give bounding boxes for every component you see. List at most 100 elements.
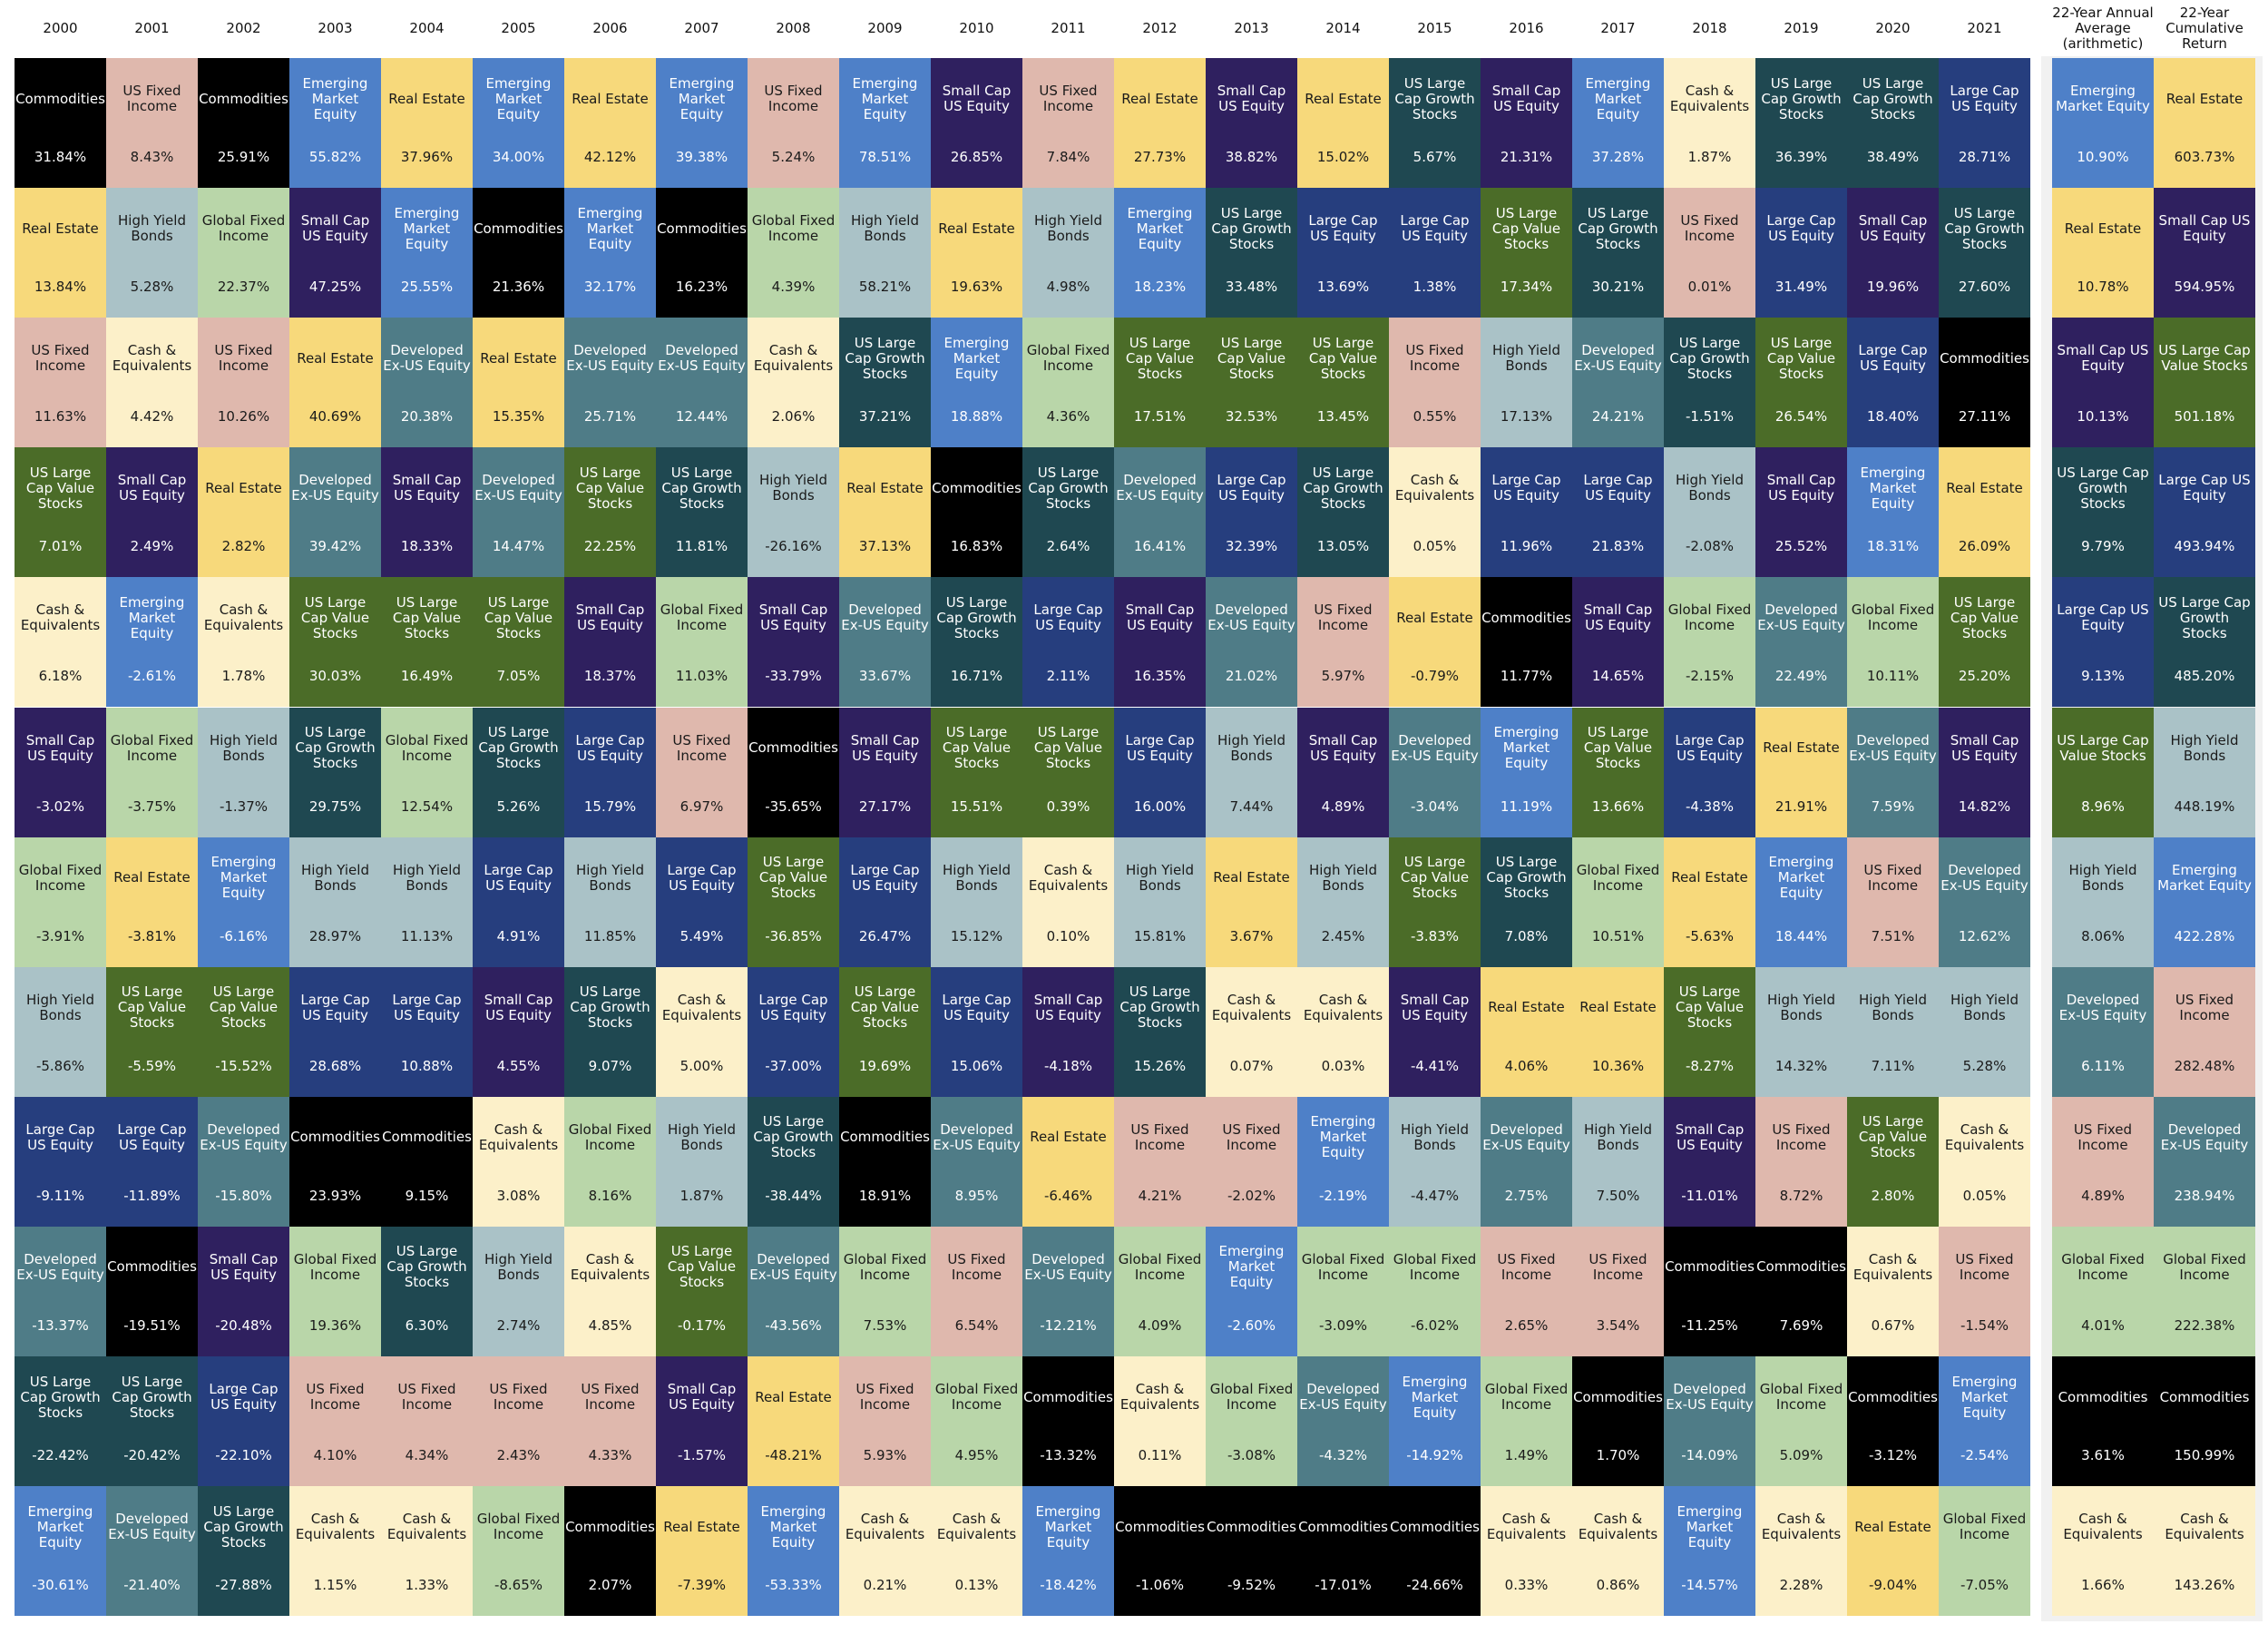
asset-class: Cash & Equivalents — [386, 1511, 467, 1543]
return-value: 0.07% — [1229, 1057, 1274, 1074]
asset-class: Emerging Market Equity — [1677, 1502, 1743, 1551]
column-header: 22-Year Annual Average (arithmetic) — [2052, 4, 2154, 52]
return-value: 7.50% — [1596, 1187, 1640, 1204]
return-cell: US Large Cap Value Stocks 22.25% — [564, 447, 656, 578]
return-value: -2.54% — [1960, 1447, 2009, 1463]
return-cell: US Fixed Income 5.24% — [748, 58, 839, 189]
asset-class: Global Fixed Income — [1118, 1250, 1202, 1283]
asset-class: Commodities — [932, 479, 1022, 496]
asset-class: US Large Cap Value Stocks — [1308, 334, 1378, 382]
return-value: 18.33% — [400, 538, 454, 555]
return-value: 4.10% — [313, 1447, 357, 1463]
return-cell: US Large Cap Growth Stocks 7.08% — [1481, 837, 1572, 967]
asset-class: High Yield Bonds — [1217, 731, 1286, 764]
asset-class: Small Cap US Equity — [1308, 731, 1378, 764]
asset-class: US Fixed Income — [2073, 1120, 2133, 1153]
return-value: -6.16% — [219, 927, 269, 944]
return-cell: Emerging Market Equity 11.19% — [1481, 707, 1572, 837]
return-cell: Large Cap US Equity 5.49% — [656, 837, 748, 967]
return-value: -8.27% — [1685, 1057, 1735, 1074]
return-value: -2.61% — [127, 668, 177, 685]
asset-class: US Large Cap Value Stocks — [758, 854, 828, 902]
return-cell: Emerging Market Equity 34.00% — [473, 58, 564, 189]
return-value: -3.83% — [1410, 927, 1460, 944]
return-cell: High Yield Bonds -2.08% — [1664, 447, 1755, 578]
asset-class: Emerging Market Equity — [119, 593, 185, 641]
asset-class: Commodities — [1115, 1518, 1205, 1535]
asset-class: US Large Cap Growth Stocks — [1486, 854, 1567, 902]
return-value: 0.01% — [1687, 279, 1732, 296]
asset-class: US Large Cap Value Stocks — [1491, 204, 1561, 252]
return-cell: Developed Ex-US Equity 6.11% — [2052, 966, 2154, 1097]
return-value: 0.11% — [1138, 1447, 1182, 1463]
return-cell: Emerging Market Equity -14.92% — [1389, 1356, 1481, 1487]
asset-class: Emerging Market Equity — [760, 1502, 826, 1551]
return-cell: US Fixed Income 11.63% — [15, 318, 106, 448]
asset-class: US Large Cap Value Stocks — [1950, 593, 2019, 641]
asset-class: Large Cap US Equity — [1766, 212, 1836, 245]
return-value: 4.39% — [771, 279, 816, 296]
return-value: 23.93% — [308, 1187, 362, 1204]
return-cell: Small Cap US Equity 19.96% — [1847, 188, 1939, 318]
return-cell: US Large Cap Growth Stocks 38.49% — [1847, 58, 1939, 189]
asset-class: Small Cap US Equity — [1217, 83, 1286, 114]
return-value: 4.98% — [1046, 279, 1090, 296]
return-cell: Commodities -24.66% — [1389, 1486, 1481, 1617]
asset-class: Global Fixed Income — [201, 212, 286, 245]
asset-class: US Large Cap Value Stocks — [2158, 342, 2251, 375]
return-cell: High Yield Bonds -1.37% — [198, 707, 289, 837]
return-cell: US Fixed Income 2.43% — [473, 1356, 564, 1487]
return-value: 4.42% — [130, 408, 174, 426]
return-value: 7.69% — [1779, 1316, 1823, 1334]
column-header: 2009 — [867, 19, 903, 36]
return-value: 21.91% — [1774, 797, 1828, 815]
asset-class: Large Cap US Equity — [1675, 731, 1745, 764]
asset-class: Developed Ex-US Equity — [2160, 1120, 2249, 1153]
return-value: -43.56% — [765, 1316, 822, 1334]
return-cell: US Large Cap Growth Stocks 16.71% — [931, 577, 1022, 708]
return-cell: Global Fixed Income 22.37% — [198, 188, 289, 318]
return-value: -1.57% — [677, 1447, 727, 1463]
return-cell: Developed Ex-US Equity 25.71% — [564, 318, 656, 448]
return-cell: US Large Cap Value Stocks 501.18% — [2154, 318, 2255, 448]
return-value: 19.36% — [308, 1316, 362, 1334]
return-value: 3.67% — [1229, 927, 1274, 944]
return-cell: US Large Cap Growth Stocks 5.67% — [1389, 58, 1481, 189]
return-cell: High Yield Bonds -4.47% — [1389, 1096, 1481, 1227]
return-value: 14.82% — [1958, 797, 2011, 815]
return-value: -13.32% — [1040, 1447, 1097, 1463]
asset-class: Large Cap US Equity — [2057, 602, 2149, 634]
asset-class: Cash & Equivalents — [1119, 1381, 1200, 1413]
return-value: 25.52% — [1774, 538, 1828, 555]
return-value: 11.77% — [1500, 668, 1553, 685]
return-value: -9.04% — [1868, 1577, 1918, 1594]
return-value: -2.02% — [1227, 1187, 1276, 1204]
return-value: 8.72% — [1779, 1187, 1823, 1204]
return-value: 4.91% — [496, 927, 541, 944]
return-cell: Real Estate 40.69% — [289, 318, 381, 448]
return-cell: Commodities 23.93% — [289, 1096, 381, 1227]
asset-class: Global Fixed Income — [1026, 342, 1110, 375]
return-value: 32.17% — [583, 279, 637, 296]
return-cell: Global Fixed Income -3.91% — [15, 837, 106, 967]
return-value: 2.11% — [1046, 668, 1090, 685]
return-cell: Small Cap US Equity -11.01% — [1664, 1096, 1755, 1227]
return-value: -11.25% — [1681, 1316, 1738, 1334]
return-value: -22.10% — [215, 1447, 272, 1463]
return-value: 2.82% — [221, 538, 266, 555]
return-cell: US Large Cap Growth Stocks -1.51% — [1664, 318, 1755, 448]
asset-class: High Yield Bonds — [1126, 861, 1194, 894]
return-cell: Real Estate 21.91% — [1755, 707, 1847, 837]
return-value: 3.08% — [496, 1187, 541, 1204]
return-cell: Developed Ex-US Equity 238.94% — [2154, 1096, 2255, 1227]
return-value: 18.23% — [1133, 279, 1187, 296]
return-cell: Real Estate -7.39% — [656, 1486, 748, 1617]
asset-class: High Yield Bonds — [2068, 861, 2137, 894]
return-value: -14.57% — [1681, 1577, 1738, 1594]
asset-class: Emerging Market Equity — [2157, 861, 2252, 894]
asset-class: US Fixed Income — [1314, 602, 1373, 634]
return-value: -4.38% — [1685, 797, 1735, 815]
asset-class: US Large Cap Growth Stocks — [1394, 74, 1475, 122]
return-cell: Large Cap US Equity 9.13% — [2052, 577, 2154, 708]
